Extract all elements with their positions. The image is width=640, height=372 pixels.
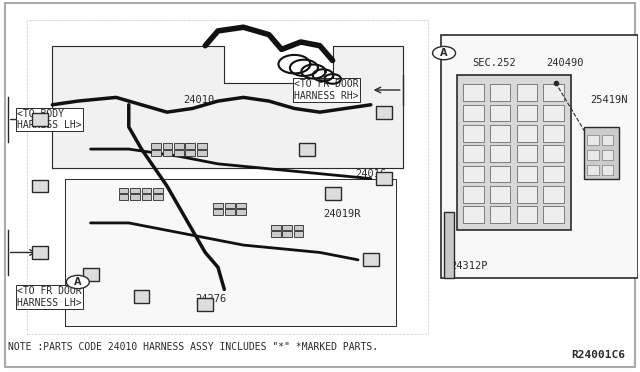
Bar	[516, 206, 537, 223]
Text: R24001C6: R24001C6	[572, 350, 625, 359]
Bar	[588, 150, 599, 160]
Bar	[174, 144, 184, 149]
Bar	[602, 164, 614, 175]
Text: NOTE :PARTS CODE 24010 HARNESS ASSY INCLUDES "*" *MARKED PARTS.: NOTE :PARTS CODE 24010 HARNESS ASSY INCL…	[8, 342, 378, 352]
Bar	[516, 84, 537, 101]
Bar	[163, 144, 172, 149]
Text: <TO FR DOOR
HARNESS RH>: <TO FR DOOR HARNESS RH>	[294, 79, 359, 101]
Text: 24019R: 24019R	[323, 209, 360, 219]
Bar	[151, 150, 161, 156]
Bar	[236, 202, 246, 208]
Bar	[31, 113, 47, 126]
Bar	[299, 142, 315, 155]
Bar	[588, 135, 599, 145]
Polygon shape	[65, 179, 396, 326]
Bar	[490, 105, 510, 121]
Bar	[294, 231, 303, 237]
Text: <TO BODY
HARNESS LH>: <TO BODY HARNESS LH>	[17, 109, 82, 130]
Bar	[134, 290, 150, 303]
Bar	[490, 186, 510, 203]
Bar	[543, 206, 564, 223]
Bar	[151, 144, 161, 149]
Text: A: A	[74, 277, 81, 287]
Text: 25419N: 25419N	[591, 95, 628, 105]
Bar	[516, 166, 537, 182]
Bar	[282, 225, 292, 230]
Bar	[225, 202, 235, 208]
Bar	[197, 144, 207, 149]
Circle shape	[67, 275, 90, 289]
Bar	[463, 145, 484, 162]
Bar	[363, 253, 379, 266]
Bar	[490, 166, 510, 182]
Bar	[444, 212, 454, 278]
Bar	[197, 150, 207, 156]
Bar	[31, 246, 47, 259]
Bar	[174, 150, 184, 156]
Bar	[141, 188, 151, 193]
Bar	[197, 298, 213, 311]
Bar	[463, 186, 484, 203]
Bar	[543, 145, 564, 162]
Text: <TO FR DOOR
HARNESS LH>: <TO FR DOOR HARNESS LH>	[17, 286, 82, 308]
Bar	[463, 105, 484, 121]
Bar	[141, 195, 151, 200]
Bar	[516, 145, 537, 162]
Bar	[543, 105, 564, 121]
Bar	[602, 150, 614, 160]
Text: 24276: 24276	[196, 294, 227, 304]
Bar	[294, 225, 303, 230]
Bar	[214, 202, 223, 208]
Bar	[543, 84, 564, 101]
Bar	[324, 187, 340, 200]
Bar	[490, 206, 510, 223]
Bar	[516, 125, 537, 142]
Bar	[490, 145, 510, 162]
Bar	[271, 225, 280, 230]
Text: 24016: 24016	[355, 169, 386, 179]
Bar	[236, 209, 246, 215]
Bar	[130, 188, 140, 193]
Bar	[31, 180, 47, 192]
Text: SEC.252: SEC.252	[473, 58, 516, 68]
Bar	[225, 209, 235, 215]
Bar	[163, 150, 172, 156]
Bar	[153, 195, 163, 200]
Bar	[376, 106, 392, 119]
Bar	[463, 166, 484, 182]
Bar	[186, 150, 195, 156]
Bar	[214, 209, 223, 215]
Bar	[282, 231, 292, 237]
Text: A: A	[440, 48, 448, 58]
Circle shape	[433, 46, 456, 60]
Bar	[186, 144, 195, 149]
Text: 24312P: 24312P	[451, 261, 488, 271]
Bar	[118, 188, 129, 193]
Bar	[516, 186, 537, 203]
Bar	[584, 127, 620, 179]
Text: 24350P: 24350P	[508, 206, 545, 215]
Bar	[118, 195, 129, 200]
Bar	[463, 206, 484, 223]
Bar	[602, 135, 614, 145]
Bar	[83, 268, 99, 281]
Bar	[441, 35, 638, 278]
Bar	[457, 75, 572, 230]
Text: 240490: 240490	[546, 58, 584, 68]
Bar	[516, 105, 537, 121]
Polygon shape	[52, 46, 403, 167]
Bar	[490, 84, 510, 101]
Bar	[543, 166, 564, 182]
Bar	[153, 188, 163, 193]
Bar	[463, 125, 484, 142]
Bar	[543, 125, 564, 142]
Bar	[376, 172, 392, 185]
Bar	[490, 125, 510, 142]
Text: 24010: 24010	[183, 95, 214, 105]
Bar	[543, 186, 564, 203]
Bar	[463, 84, 484, 101]
Bar	[271, 231, 280, 237]
Bar	[588, 164, 599, 175]
Bar	[130, 195, 140, 200]
